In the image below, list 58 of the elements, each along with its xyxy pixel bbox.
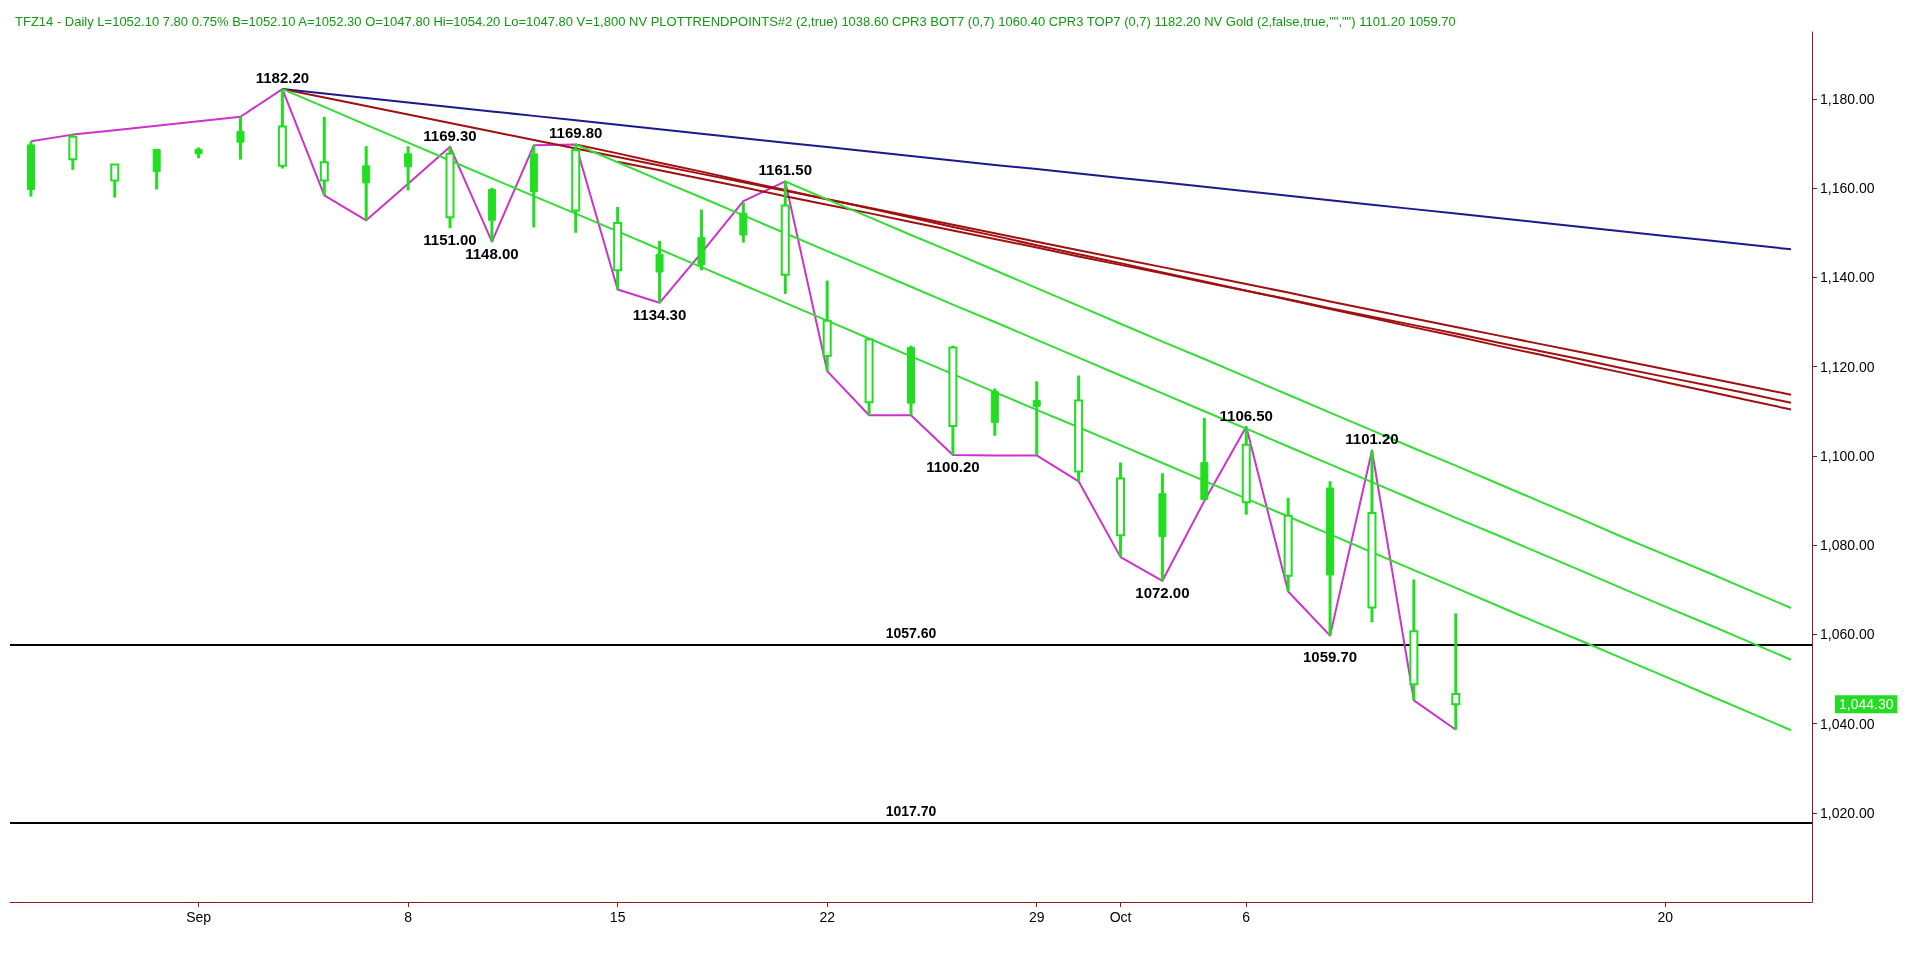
candlestick: [1326, 481, 1335, 636]
y-tick-label: 1,160.00: [1820, 180, 1875, 197]
y-tick-label: 1,080.00: [1820, 537, 1875, 554]
y-tick-label: 1,180.00: [1820, 90, 1875, 107]
candlestick: [1200, 416, 1209, 501]
candlestick: [655, 239, 664, 303]
ref-line-label: 1017.70: [885, 803, 937, 820]
x-tick-label: 29: [1028, 909, 1045, 925]
y-tick-label: 1,020.00: [1820, 804, 1875, 821]
chart-title: TFZ14 - Daily L=1052.10 7.80 0.75% B=1052.10 A=1052.30 O=1047.80 Hi=1054.20 Lo=1047.80 V=1,800 NV PLOTTRENDPOINTS#2 (2,true) 1038.60 CPR3 BOT7 (0,7) 1060.40 CPR3 TOP7 (0,7) 1182.20 NV Gold (2,false,true,"","") 1101.20 1059.70: [15, 14, 1456, 29]
x-tick-label: 20: [1657, 909, 1674, 925]
annotation: 1169.80: [549, 124, 603, 142]
annotation: 1100.20: [926, 457, 980, 475]
candlestick: [864, 338, 874, 416]
x-tick-label: 8: [404, 909, 413, 925]
line-series: [281, 88, 1793, 732]
x-tick-label: Sep: [186, 909, 212, 925]
annotation: 1161.50: [758, 161, 812, 179]
x-tick-label: 15: [609, 909, 626, 925]
candlestick: [362, 146, 371, 221]
candlestick: [1116, 462, 1126, 559]
candlestick: [404, 146, 413, 191]
annotation: 1072.00: [1135, 583, 1190, 601]
x-tick-label: 22: [819, 909, 836, 925]
line-series: [281, 88, 1793, 251]
candlestick: [1158, 473, 1167, 581]
ref-line-label: 1057.60: [885, 625, 937, 642]
candlestick: [990, 388, 999, 436]
y-tick-label: 1,100.00: [1820, 447, 1875, 464]
candlestick: [1409, 579, 1419, 701]
y-tick-label: 1,060.00: [1820, 626, 1875, 643]
line-series: [574, 143, 1793, 661]
candlestick: [822, 280, 832, 373]
candlestick: [739, 202, 748, 243]
x-tick-label: Oct: [1109, 909, 1132, 925]
candlestick: [1032, 381, 1041, 455]
annotation: 1059.70: [1302, 648, 1358, 666]
annotation: 1101.20: [1345, 430, 1399, 448]
y-tick-label: 1,040.00: [1820, 715, 1875, 732]
line-series: [784, 180, 1793, 609]
annotation: 1134.30: [632, 305, 687, 323]
y-tick-label: 1,140.00: [1820, 269, 1875, 286]
candlestick: [529, 145, 538, 228]
candlestick: [1241, 425, 1251, 515]
candlestick: [613, 205, 623, 290]
candlestick: [780, 181, 790, 294]
candlestick: [1451, 613, 1461, 730]
candlestick: [1074, 375, 1084, 482]
y-tick-label: 1,120.00: [1820, 358, 1875, 375]
candlestick: [236, 115, 245, 160]
candlestick: [152, 148, 161, 190]
annotation: 1169.30: [423, 126, 477, 144]
x-tick-label: 6: [1242, 909, 1251, 925]
text: 1,044.30: [1838, 696, 1894, 713]
annotation: 1106.50: [1219, 406, 1273, 424]
line-series: [29, 88, 1457, 731]
candlestick: [110, 163, 120, 198]
annotation: 1182.20: [255, 69, 310, 87]
